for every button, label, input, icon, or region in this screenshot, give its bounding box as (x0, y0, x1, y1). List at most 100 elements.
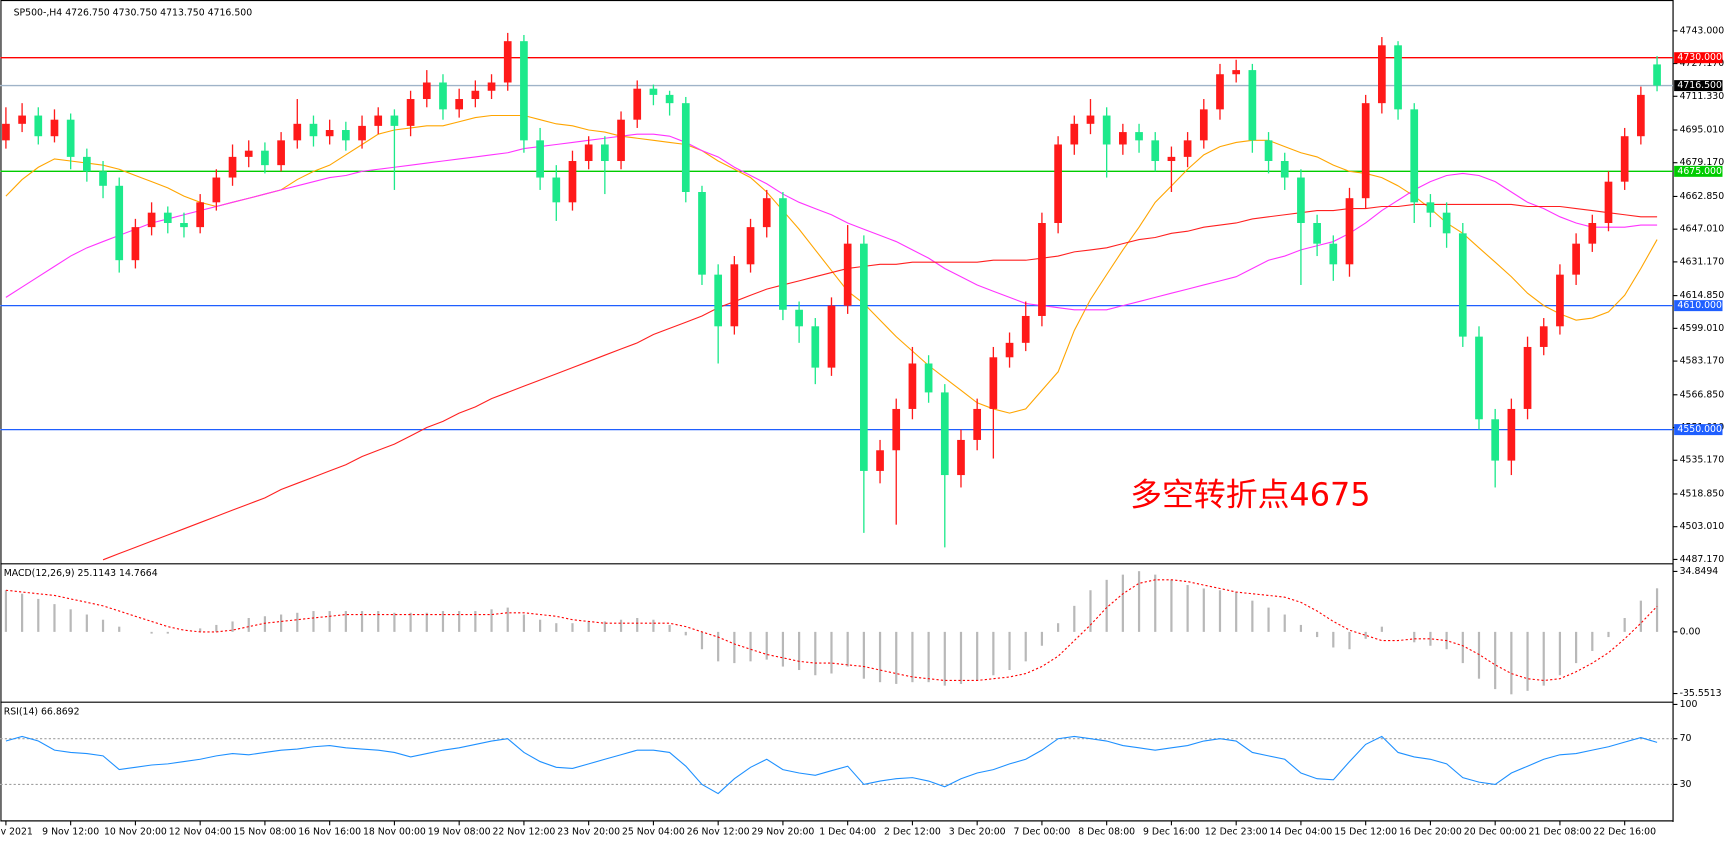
x-tick-label: 26 Nov 12:00 (687, 826, 750, 837)
macd-bar (1186, 585, 1189, 632)
macd-bar (700, 631, 704, 650)
macd-bar (927, 631, 930, 683)
macd-bar (668, 624, 671, 632)
x-tick-label: 29 Nov 20:00 (751, 826, 814, 837)
x-tick-label: 8 Nov 2021 (0, 826, 33, 837)
macd-bar (344, 611, 347, 632)
y-tick-label: 4631.170 (1680, 256, 1724, 267)
macd-bar (1542, 631, 1545, 686)
macd-bar (1283, 614, 1286, 632)
candle-body (1491, 419, 1500, 461)
x-tick-label: 23 Nov 20:00 (557, 826, 620, 837)
candle-body (1604, 181, 1613, 223)
level-label-box (1674, 300, 1723, 312)
macd-bar (118, 626, 121, 632)
macd-bar (85, 614, 88, 632)
candle-body (1216, 74, 1224, 110)
y-tick-label: 4518.850 (1680, 488, 1724, 499)
candle-body (649, 88, 658, 95)
candle-body (1378, 45, 1386, 104)
macd-bar (1137, 571, 1141, 632)
macd-bar (1380, 626, 1383, 632)
candle-body (1588, 222, 1597, 244)
macd-bar (992, 631, 995, 676)
macd-bar (587, 621, 590, 632)
macd-bar (636, 617, 639, 632)
macd-bar (1477, 631, 1481, 679)
x-tick-label: 21 Dec 08:00 (1529, 826, 1592, 837)
candle-body (147, 212, 156, 228)
macd-bar (555, 623, 558, 632)
candle-body (617, 119, 625, 162)
candle-body (1021, 315, 1030, 343)
candle-body (552, 177, 561, 203)
candle-body (439, 82, 447, 110)
level-label-box (1674, 80, 1723, 92)
macd-bar (1558, 631, 1562, 676)
macd-bar (312, 611, 315, 632)
x-tick-label: 1 Dec 04:00 (819, 826, 876, 837)
macd-bar (1510, 631, 1513, 695)
y-tick-label: 4583.170 (1680, 356, 1724, 367)
candle-body (1119, 132, 1127, 145)
candle-body (601, 144, 609, 162)
chart-title: SP500-,H4 4726.750 4730.750 4713.750 471… (14, 8, 253, 19)
x-tick-label: 15 Nov 08:00 (233, 826, 296, 837)
candle-body (1232, 70, 1241, 75)
candle-body (908, 363, 917, 409)
candle-body (1653, 64, 1661, 86)
macd-bar (1073, 605, 1076, 632)
x-tick-label: 12 Dec 23:00 (1205, 826, 1268, 837)
annotation: 多空转折点4675 (1130, 476, 1370, 514)
macd-bar (1089, 590, 1092, 632)
x-tick-label: 16 Nov 16:00 (298, 826, 361, 837)
x-tick-label: 9 Nov 12:00 (42, 826, 99, 837)
candle-body (811, 326, 820, 368)
candle-body (293, 123, 302, 141)
macd-bar (1364, 631, 1367, 639)
x-tick-label: 3 Dec 20:00 (949, 826, 1006, 837)
x-tick-label: 8 Dec 08:00 (1078, 826, 1135, 837)
rsi-line (5, 735, 1658, 795)
candle-body (1361, 103, 1370, 199)
macd-bar (1575, 631, 1578, 664)
macd-bar (846, 631, 849, 667)
macd-bar (328, 611, 331, 632)
macd-bar (830, 631, 833, 674)
macd-bar (474, 611, 477, 632)
level-label: 4730.000 (1677, 52, 1722, 63)
macd-bar (684, 631, 687, 636)
candle-body (1070, 123, 1079, 145)
x-tick-label: 10 Nov 20:00 (104, 826, 167, 837)
candle-body (358, 125, 366, 141)
candle-body (390, 115, 399, 126)
macd-bar (1655, 588, 1659, 632)
level-label: 4610.000 (1677, 300, 1722, 311)
candle-body (568, 161, 577, 203)
macd-bar (603, 621, 606, 632)
candle-body (1345, 198, 1354, 265)
candle-body (34, 115, 43, 137)
candle-body (487, 82, 496, 91)
macd-bar (1299, 624, 1303, 632)
candle-body (277, 140, 285, 166)
candle-body (1442, 212, 1451, 234)
candle-body (1086, 115, 1095, 124)
macd-bar (1040, 631, 1044, 646)
macd-title: MACD(12,26,9) 25.1143 14.7664 (4, 568, 158, 579)
macd-bar (1235, 591, 1238, 632)
candle-body (18, 115, 26, 124)
candle-body (714, 274, 723, 327)
macd-bar (1623, 617, 1626, 632)
candle-body (1297, 177, 1305, 223)
candle-body (180, 222, 188, 228)
macd-bar (1267, 607, 1270, 632)
macd-bar (539, 619, 542, 632)
candle-body (957, 439, 965, 476)
candle-body (827, 305, 836, 368)
level-label-box (1674, 424, 1723, 436)
y-tick-label: 4679.170 (1680, 157, 1724, 168)
candle-body (1556, 274, 1564, 327)
y-tick-label: 4487.170 (1680, 554, 1724, 565)
